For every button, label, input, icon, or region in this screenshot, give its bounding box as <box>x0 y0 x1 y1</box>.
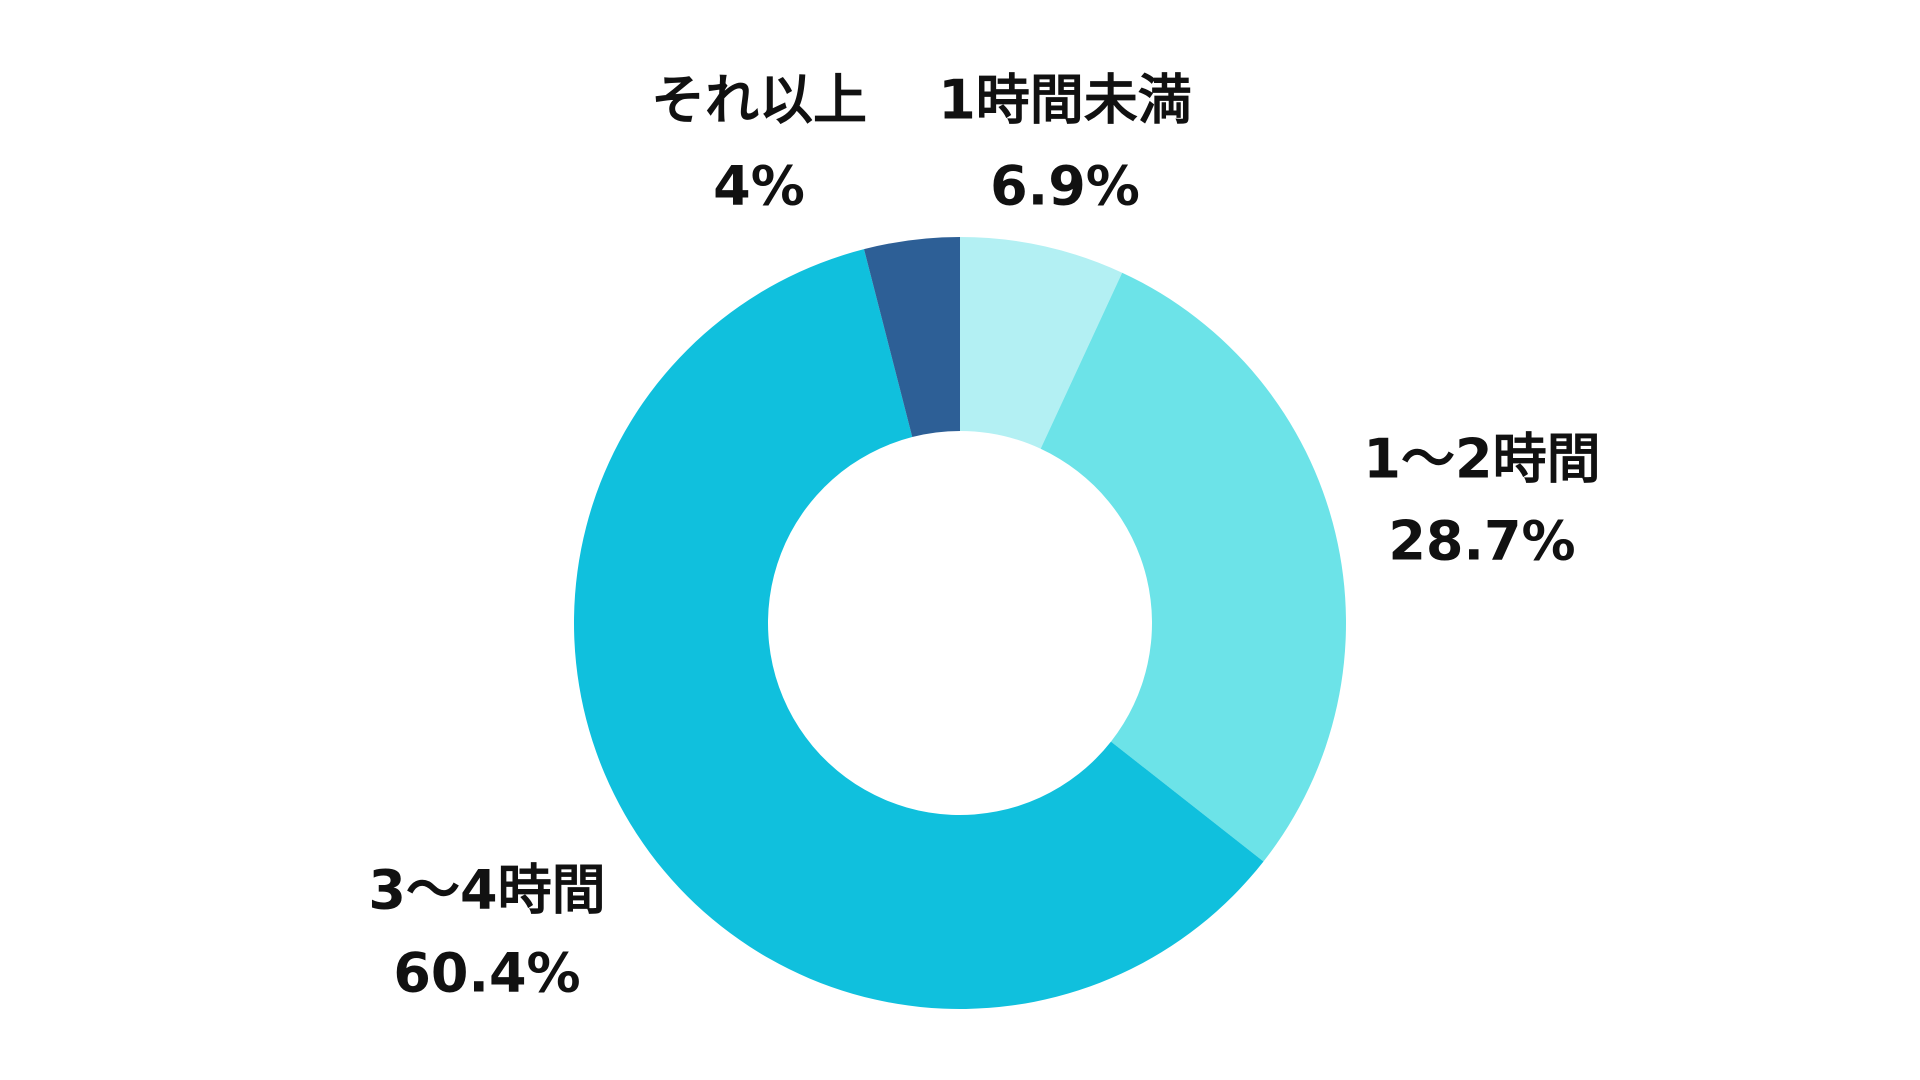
donut-slice <box>864 237 960 438</box>
slice-value-label: 6.9% <box>990 155 1140 218</box>
slice-label: それ以上 <box>651 69 867 132</box>
slice-value-label: 28.7% <box>1388 510 1575 573</box>
donut-slice <box>1040 272 1346 862</box>
slice-label: 3〜4時間 <box>368 859 605 922</box>
slice-value-label: 4% <box>713 155 805 218</box>
slice-value-label: 60.4% <box>393 942 580 1005</box>
slice-label: 1時間未満 <box>938 69 1192 132</box>
slice-label: 1〜2時間 <box>1363 428 1600 491</box>
donut-slice <box>960 237 1123 449</box>
donut-slice <box>574 249 1264 1010</box>
